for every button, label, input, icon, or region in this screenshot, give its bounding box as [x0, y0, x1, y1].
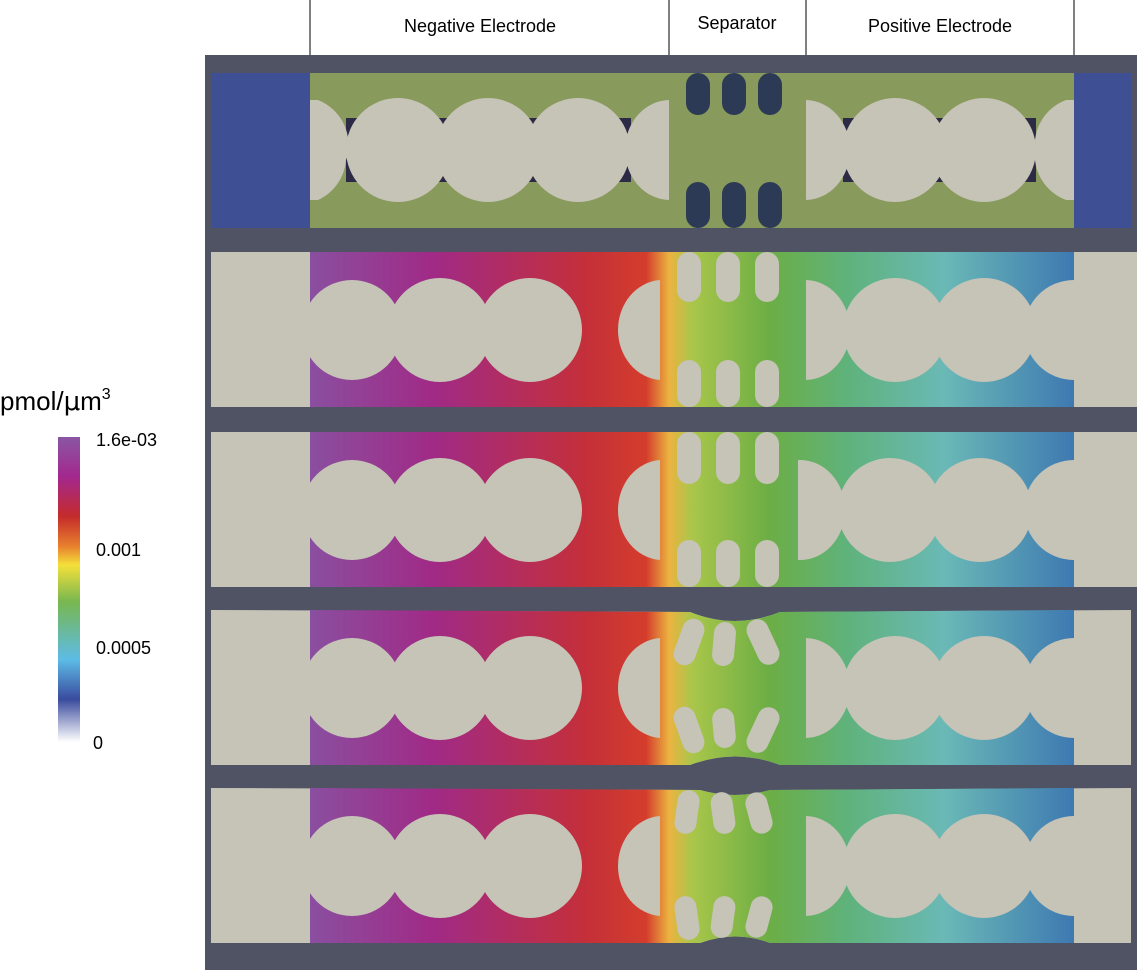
- geometry-panel: [211, 73, 1131, 228]
- colorbar-tick-0.0005: 0.0005: [96, 638, 151, 658]
- colorbar: [58, 437, 80, 742]
- colorbar-tick-min: 0: [93, 733, 103, 753]
- concentration-panel-3: [211, 610, 1131, 765]
- positive-electrode-label: Positive Electrode: [868, 16, 1012, 36]
- colorbar-tick-0.001: 0.001: [96, 540, 141, 560]
- concentration-panel-4: [211, 788, 1131, 943]
- colorbar-legend: pmol/μm3 1.6e-03 0.001 0.0005 0: [0, 386, 157, 753]
- colorbar-unit: pmol/μm3: [0, 386, 111, 417]
- separator-label: Separator: [697, 13, 776, 33]
- colorbar-tick-max: 1.6e-03: [96, 430, 157, 450]
- concentration-panel-2: [211, 432, 1137, 587]
- negative-current-collector: [211, 73, 310, 228]
- region-header: Negative Electrode Separator Positive El…: [309, 0, 1075, 73]
- positive-current-collector: [1074, 73, 1131, 228]
- negative-electrode-label: Negative Electrode: [404, 16, 556, 36]
- separator-posts: [686, 73, 782, 228]
- electrode-particles: [310, 98, 1074, 202]
- concentration-panel-1: [211, 252, 1137, 407]
